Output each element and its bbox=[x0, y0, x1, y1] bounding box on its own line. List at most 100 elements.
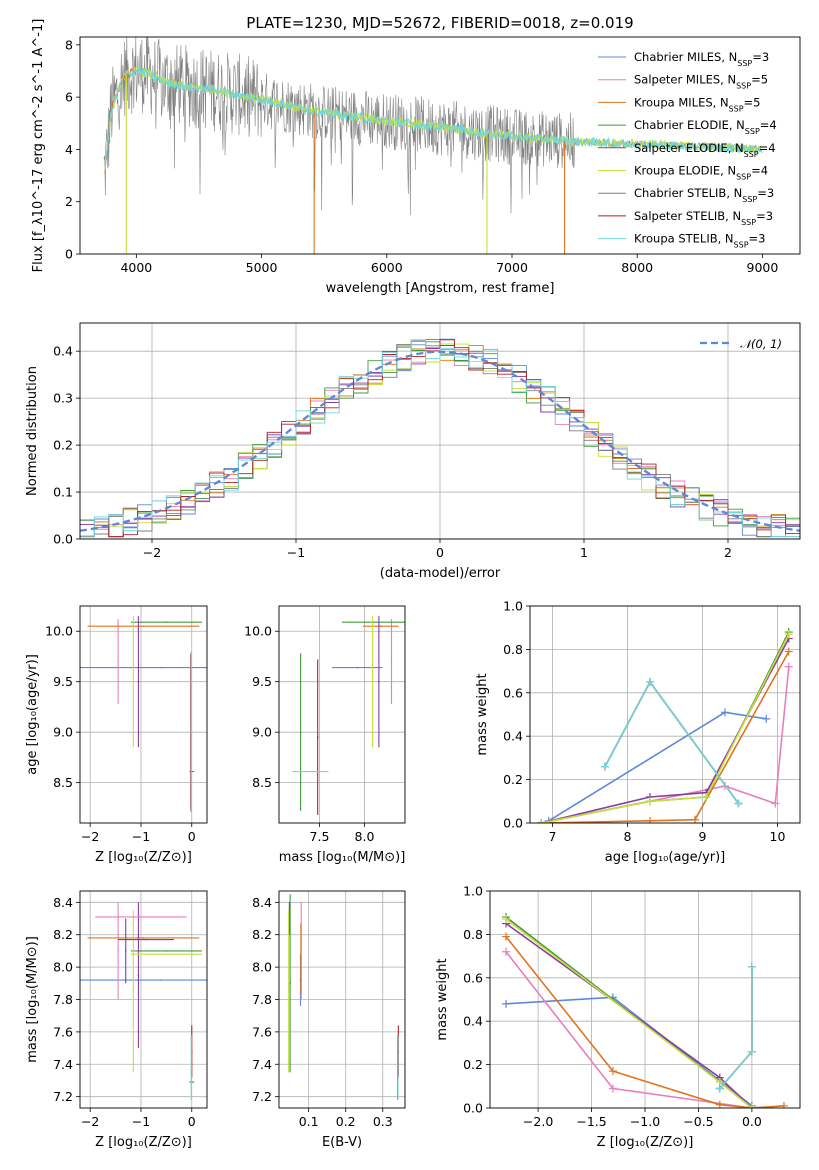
plus-marker bbox=[691, 815, 699, 823]
y-axis-label: mass weight bbox=[475, 673, 490, 755]
x-axis-label: Z [log₁₀(Z/Z⊙)] bbox=[95, 1135, 192, 1150]
legend-label: Salpeter ELODIE, NSSP=4 bbox=[634, 141, 776, 159]
legend-label: Kroupa ELODIE, NSSP=4 bbox=[634, 164, 768, 182]
series-line bbox=[505, 951, 753, 1108]
legend-suffix: =4 bbox=[760, 118, 777, 132]
grid bbox=[80, 606, 207, 823]
y-tick-label: 0.0 bbox=[503, 816, 523, 831]
y-tick-label: 0.2 bbox=[53, 438, 73, 453]
y-tick-label: 2 bbox=[65, 194, 73, 209]
axes-frame bbox=[79, 605, 208, 824]
data-point bbox=[190, 731, 193, 733]
axes-frame bbox=[79, 322, 801, 540]
plus-marker bbox=[702, 792, 711, 801]
legend-subscript: SSP bbox=[729, 104, 744, 113]
weight-vs-age-panel: 7 8 9 10 0.0 0.2 0.4 0.6 0.8 1.0 age [log₁₀(age/yr… bbox=[475, 599, 801, 865]
plus-marker bbox=[502, 932, 511, 941]
x-axis-label: wavelength [Angstrom, rest frame] bbox=[326, 281, 555, 296]
plus-marker bbox=[601, 762, 609, 771]
y-tick-label: 7.6 bbox=[53, 1024, 73, 1039]
y-tick-label: 7.4 bbox=[252, 1057, 272, 1072]
grid bbox=[80, 891, 207, 1108]
plus-marker bbox=[502, 947, 511, 956]
plot-area bbox=[287, 894, 400, 1100]
plus-marker bbox=[502, 915, 511, 924]
plus-marker bbox=[762, 714, 771, 723]
legend-label: Kroupa STELIB, NSSP=3 bbox=[634, 232, 765, 250]
data-point bbox=[160, 979, 163, 981]
legend-label: Chabrier ELODIE, NSSP=4 bbox=[634, 118, 777, 136]
y-tick-label: 8.4 bbox=[252, 895, 272, 910]
plus-marker bbox=[502, 999, 511, 1008]
y-tick-label: 0.2 bbox=[503, 772, 523, 787]
y-axis-label: mass weight bbox=[435, 958, 450, 1040]
y-axis-label: age [log₁₀(age/yr)] bbox=[25, 654, 40, 775]
x-tick-label: 10 bbox=[770, 829, 786, 844]
chart-title: PLATE=1230, MJD=52672, FIBERID=0018, z=0… bbox=[246, 14, 633, 32]
y-tick-label: 7.2 bbox=[252, 1089, 272, 1104]
legend-subscript: SSP bbox=[736, 172, 751, 181]
y-axis-label: Flux [f_λ10^-17 erg cm^-2 s^-1 A^-1] bbox=[31, 19, 46, 273]
x-axis-label: (data-model)/error bbox=[380, 566, 501, 581]
plus-marker bbox=[784, 662, 793, 671]
legend-subscript: SSP bbox=[737, 59, 752, 68]
plus-marker bbox=[646, 816, 654, 823]
x-tick-label: 0 bbox=[436, 545, 444, 560]
axes-frame bbox=[79, 890, 208, 1109]
x-axis-label: mass [log₁₀(M/M⊙)] bbox=[279, 850, 406, 865]
y-tick-label: 8.5 bbox=[53, 775, 73, 790]
x-tick-label: 7 bbox=[549, 829, 557, 844]
x-tick-label: 8 bbox=[624, 829, 632, 844]
y-tick-label: 9.5 bbox=[252, 674, 272, 689]
spectrum-panel: 4000 5000 6000 7000 8000 9000 0 2 4 6 8 wavelength … bbox=[31, 19, 801, 296]
x-tick-label: −2.0 bbox=[523, 1114, 553, 1129]
y-tick-label: 0.8 bbox=[463, 927, 483, 942]
y-tick-label: 9.0 bbox=[252, 725, 272, 740]
data-point bbox=[289, 982, 291, 985]
data-point bbox=[299, 731, 302, 733]
data-point bbox=[300, 958, 302, 960]
histogram-step-line bbox=[80, 339, 800, 538]
data-point bbox=[165, 621, 168, 623]
x-tick-label: 0.2 bbox=[336, 1114, 356, 1129]
legend-suffix: =5 bbox=[744, 95, 761, 109]
plot-area bbox=[80, 338, 800, 538]
y-axis-label: mass [log₁₀(M/M⊙)] bbox=[25, 936, 40, 1063]
grid bbox=[279, 606, 405, 823]
y-tick-label: 10.0 bbox=[244, 624, 272, 639]
x-tick-label: −1.5 bbox=[576, 1114, 606, 1129]
y-tick-label: 1.0 bbox=[503, 599, 523, 614]
y-tick-label: 9.5 bbox=[53, 674, 73, 689]
x-tick-label: 0.1 bbox=[299, 1114, 319, 1129]
plus-marker bbox=[784, 647, 793, 656]
model-spectrum-line bbox=[104, 67, 762, 171]
series-line bbox=[505, 922, 753, 1108]
x-tick-label: 1 bbox=[580, 545, 588, 560]
y-tick-label: 7.6 bbox=[252, 1024, 272, 1039]
x-axis-label: age [log₁₀(age/yr)] bbox=[605, 850, 726, 865]
x-tick-label: 7.5 bbox=[310, 829, 330, 844]
legend-subscript: SSP bbox=[745, 127, 760, 136]
legend-label: Salpeter STELIB, NSSP=3 bbox=[634, 209, 773, 227]
plus-marker bbox=[715, 1084, 724, 1093]
series-line bbox=[541, 651, 790, 823]
x-tick-label: −0.5 bbox=[683, 1114, 713, 1129]
data-point bbox=[397, 1066, 399, 1069]
plus-marker bbox=[608, 1067, 617, 1076]
x-axis-label: Z [log₁₀(Z/Z⊙)] bbox=[597, 1135, 694, 1150]
x-tick-label: 9 bbox=[699, 829, 707, 844]
x-tick-label: −2 bbox=[143, 545, 161, 560]
x-tick-label: 0.3 bbox=[373, 1114, 393, 1129]
y-tick-label: 1.0 bbox=[463, 884, 483, 899]
plot-area bbox=[80, 902, 207, 1100]
legend-suffix: =5 bbox=[751, 73, 768, 87]
x-tick-label: −1.0 bbox=[630, 1114, 660, 1129]
legend-subscript: SSP bbox=[744, 149, 759, 158]
x-tick-label: 8000 bbox=[621, 260, 653, 275]
mass-vs-metallicity-panel: −2 −1 0 7.2 7.4 7.6 7.8 8.0 8.2 8.4 Z [log₁₀(Z/Z⊙)… bbox=[25, 890, 208, 1150]
grid bbox=[490, 890, 800, 1109]
data-point bbox=[124, 950, 127, 952]
plus-marker bbox=[537, 819, 546, 823]
y-tick-label: 0.0 bbox=[53, 532, 73, 547]
